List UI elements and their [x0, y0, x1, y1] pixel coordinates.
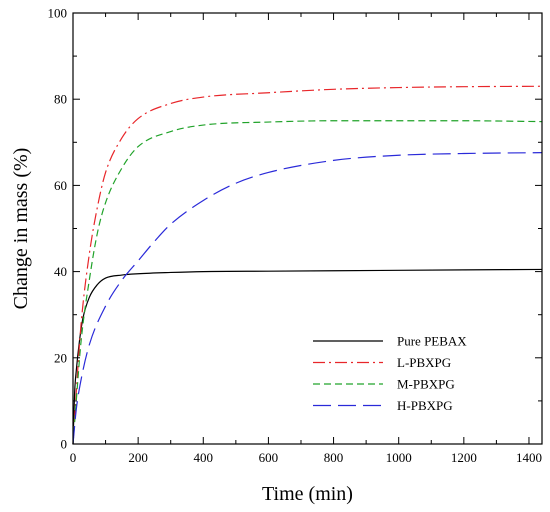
series-layer [72, 85, 543, 445]
y-tick-label: 0 [61, 437, 68, 452]
y-tick-label: 100 [48, 6, 68, 21]
y-axis-title: Change in mass (%) [10, 148, 32, 310]
y-tick-label: 80 [54, 92, 67, 107]
legend-label-4: H-PBXPG [397, 398, 453, 413]
y-tick-label: 40 [54, 264, 67, 279]
y-tick-label: 20 [54, 350, 67, 365]
x-tick-label: 800 [324, 450, 344, 465]
x-tick-label: 1200 [451, 450, 477, 465]
series-line-2 [72, 85, 543, 445]
ticks-layer: 0 200 400 600 800 1000 1200 1400 0 20 40 60 80 100 [48, 6, 542, 465]
legend: Pure PEBAX L-PBXPG M-PBXPG H-PBXPG [313, 334, 467, 413]
series-line-3 [72, 120, 543, 445]
x-tick-label: 1000 [386, 450, 412, 465]
plot-frame [72, 12, 543, 445]
x-tick-label: 200 [128, 450, 148, 465]
series-line-1 [72, 268, 543, 445]
x-tick-label: 0 [70, 450, 77, 465]
legend-label-2: L-PBXPG [397, 355, 451, 370]
y-tick-label: 60 [54, 178, 67, 193]
legend-label-1: Pure PEBAX [397, 334, 467, 349]
series-line-4 [72, 152, 543, 445]
x-tick-label: 400 [194, 450, 214, 465]
x-axis-title: Time (min) [262, 483, 353, 505]
legend-label-3: M-PBXPG [397, 377, 455, 392]
x-tick-label: 1400 [516, 450, 542, 465]
x-tick-label: 600 [259, 450, 279, 465]
